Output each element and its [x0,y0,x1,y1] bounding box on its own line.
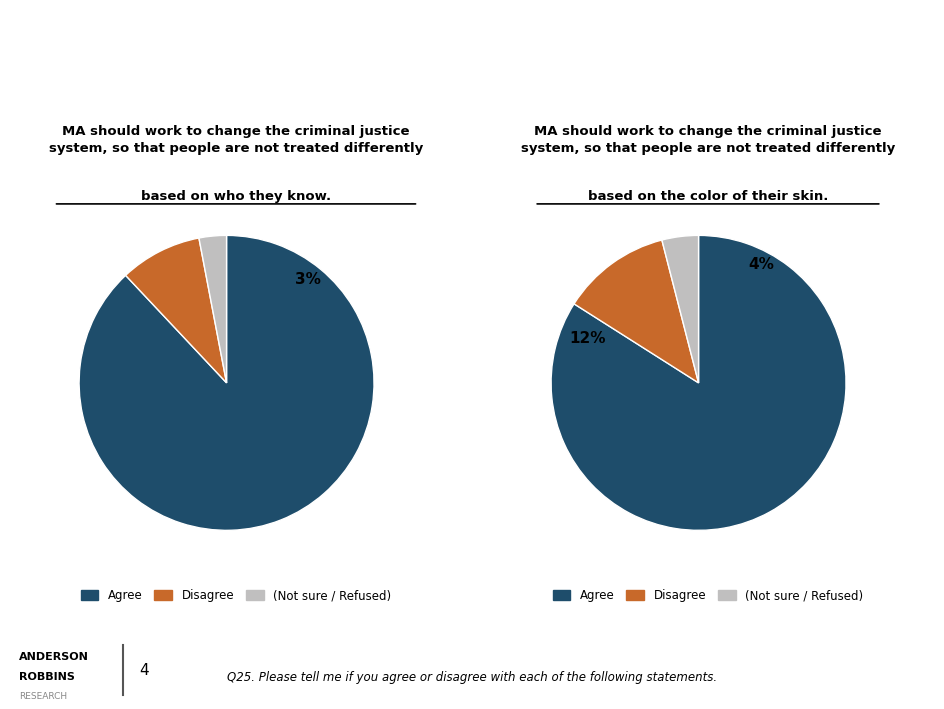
Text: ROBBINS: ROBBINS [19,672,75,682]
Wedge shape [199,235,227,383]
Wedge shape [126,238,227,383]
Text: 88%: 88% [121,613,170,632]
Wedge shape [79,235,374,530]
Legend: Agree, Disagree, (Not sure / Refused): Agree, Disagree, (Not sure / Refused) [548,584,868,607]
Text: Q25. Please tell me if you agree or disagree with each of the following statemen: Q25. Please tell me if you agree or disa… [227,671,717,683]
Text: MA should work to change the criminal justice
system, so that people are not tre: MA should work to change the criminal ju… [49,125,423,155]
Text: RESEARCH: RESEARCH [19,692,67,701]
Legend: Agree, Disagree, (Not sure / Refused): Agree, Disagree, (Not sure / Refused) [76,584,396,607]
Wedge shape [662,235,699,383]
Text: 84%: 84% [611,594,661,614]
Wedge shape [574,240,699,383]
Text: 4: 4 [140,662,149,678]
Text: Massachusetts voters broadly agree that there is a race and
income bias in the c: Massachusetts voters broadly agree that … [28,33,944,95]
Text: 4%: 4% [749,257,774,272]
Text: 3%: 3% [295,272,321,287]
Text: 12%: 12% [570,331,606,346]
Text: ANDERSON: ANDERSON [19,652,89,662]
Wedge shape [551,235,846,530]
Text: MA should work to change the criminal justice
system, so that people are not tre: MA should work to change the criminal ju… [521,125,895,155]
Text: based on the color of their skin.: based on the color of their skin. [588,190,828,203]
Text: based on who they know.: based on who they know. [141,190,331,203]
